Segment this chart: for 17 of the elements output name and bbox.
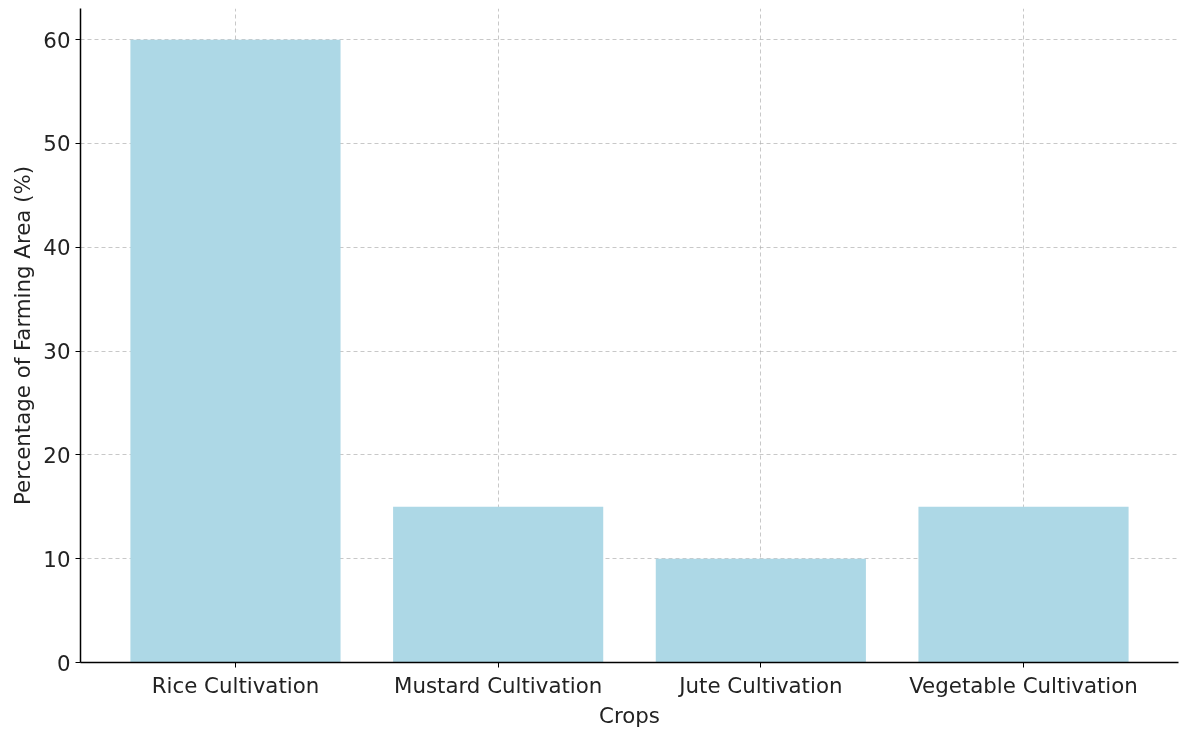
y-tick-label: 60 — [43, 27, 71, 53]
y-tick-label: 30 — [43, 339, 71, 365]
y-tick-label: 20 — [43, 442, 71, 468]
x-tick-label: Rice Cultivation — [151, 672, 320, 698]
y-tick-label: 10 — [43, 546, 71, 572]
x-tick-label: Vegetable Cultivation — [909, 672, 1138, 698]
y-axis-title: Percentage of Farming Area (%) — [10, 165, 36, 506]
x-axis-title: Crops — [599, 702, 660, 728]
y-tick-label: 50 — [43, 131, 71, 157]
bar — [393, 506, 604, 663]
y-tick-label: 40 — [43, 235, 71, 261]
y-tick-label: 0 — [56, 650, 71, 676]
x-tick-label: Mustard Cultivation — [393, 672, 603, 698]
x-tick-label: Jute Cultivation — [677, 672, 843, 698]
bar — [918, 506, 1129, 663]
bar — [655, 558, 866, 663]
bar — [130, 39, 341, 663]
